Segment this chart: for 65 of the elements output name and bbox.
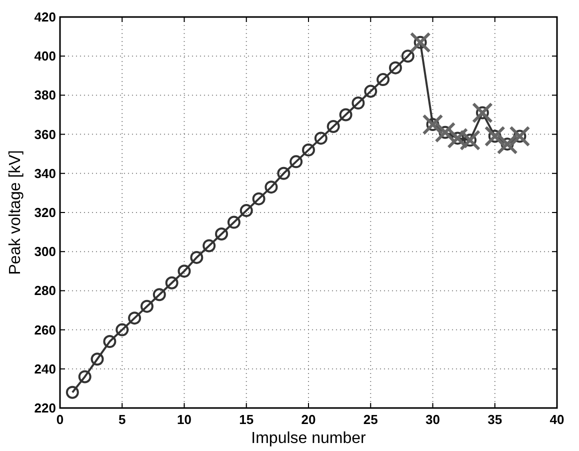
point <box>484 126 506 147</box>
point <box>314 132 328 145</box>
point <box>190 250 204 264</box>
point <box>116 323 129 336</box>
y-tick-label: 320 <box>34 205 56 220</box>
point <box>509 126 530 147</box>
point <box>140 300 154 313</box>
point <box>496 134 518 155</box>
point <box>215 228 228 241</box>
y-tick-label: 400 <box>34 48 56 64</box>
y-tick-label: 420 <box>34 10 56 24</box>
y-tick-label: 220 <box>34 400 56 416</box>
point <box>128 312 142 325</box>
x-tick-label: 20 <box>301 412 316 427</box>
y-tick-label: 340 <box>34 166 56 181</box>
y-tick-label: 380 <box>34 88 56 103</box>
point <box>422 114 444 136</box>
point <box>364 84 378 98</box>
point <box>414 36 427 49</box>
point <box>240 204 253 218</box>
point <box>410 32 431 53</box>
point <box>476 106 489 120</box>
point <box>103 335 116 348</box>
point <box>434 122 456 143</box>
point <box>152 288 166 302</box>
x-tick-label: 0 <box>56 412 64 427</box>
y-tick-label: 260 <box>34 322 56 338</box>
y-tick-label: 360 <box>34 126 56 142</box>
point <box>277 166 290 180</box>
point <box>302 143 315 156</box>
point <box>447 128 468 149</box>
point <box>426 118 440 132</box>
y-tick-label: 300 <box>34 244 56 260</box>
point <box>472 102 493 124</box>
point <box>178 264 191 278</box>
point <box>464 134 477 147</box>
point <box>227 216 240 229</box>
x-tick-label: 30 <box>426 412 440 427</box>
point <box>326 120 340 133</box>
point <box>513 130 526 143</box>
y-axis-title: Peak voltage [kV] <box>7 150 24 275</box>
point <box>66 386 79 399</box>
point <box>90 352 104 366</box>
point <box>78 370 92 384</box>
x-tick-label: 10 <box>177 412 192 427</box>
point <box>488 130 502 143</box>
point <box>352 96 365 110</box>
point <box>388 61 402 74</box>
point <box>264 180 278 194</box>
point <box>376 73 390 86</box>
x-axis-title: Impulse number <box>251 430 367 447</box>
point <box>401 50 414 63</box>
x-tick-label: 5 <box>118 412 126 427</box>
point <box>202 239 216 252</box>
y-tick-label: 240 <box>34 361 56 376</box>
point <box>460 130 481 151</box>
point <box>252 192 266 206</box>
point <box>165 276 178 290</box>
x-tick-label: 25 <box>363 412 378 427</box>
point <box>290 155 303 168</box>
point <box>339 108 352 122</box>
x-tick-label: 15 <box>239 412 254 427</box>
x-tick-label: 35 <box>488 412 502 427</box>
y-tick-label: 280 <box>34 283 56 298</box>
x-tick-label: 40 <box>550 412 564 427</box>
